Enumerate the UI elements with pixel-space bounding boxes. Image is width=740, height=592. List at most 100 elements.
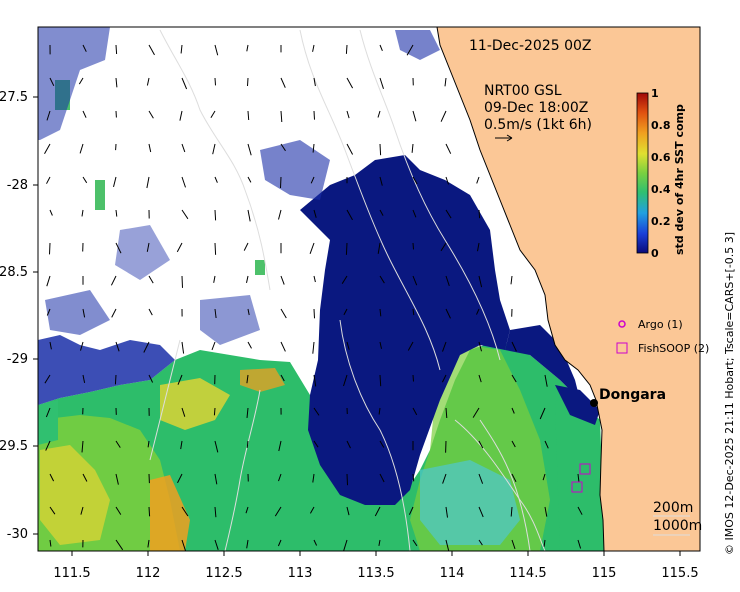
current-vector [511, 539, 516, 550]
current-vector [346, 143, 354, 155]
current-vector [147, 440, 150, 448]
current-vector [49, 341, 52, 350]
current-vector [346, 341, 350, 350]
current-vector [379, 209, 384, 216]
current-vector [246, 539, 249, 549]
current-vector [111, 308, 117, 318]
current-vector [213, 275, 216, 283]
legend: Argo (1) FishSOOP (2) [616, 318, 709, 355]
current-vector [444, 77, 447, 87]
current-vector [177, 374, 183, 385]
current-vector [213, 407, 216, 416]
current-vector [346, 209, 353, 221]
current-vector [309, 242, 315, 254]
current-vector [511, 473, 517, 483]
current-vector [146, 176, 150, 189]
current-vector [181, 275, 183, 288]
current-vector [577, 473, 580, 482]
x-axis: 111.5 112 112.5 113 113.5 114 114.5 115 … [53, 551, 699, 581]
depth-contour-label: 200m [653, 500, 693, 516]
current-vector [148, 308, 153, 316]
current-vector [543, 539, 546, 547]
dongara-marker-icon [590, 399, 598, 407]
current-vector [214, 440, 219, 453]
colorbar-tick-label: 0.2 [651, 215, 671, 228]
x-tick-label: 112.5 [205, 566, 242, 581]
fishsoop-legend-icon [616, 342, 628, 354]
current-vector [412, 110, 417, 122]
current-vector [544, 506, 548, 517]
current-vector [280, 176, 282, 189]
current-vector [442, 473, 447, 484]
current-vector [82, 44, 87, 52]
current-vector [115, 440, 121, 448]
current-vector [445, 539, 450, 551]
current-vector [379, 374, 382, 387]
current-vector [313, 209, 317, 218]
land-mass [436, 27, 700, 551]
bathymetry-contours [149, 29, 546, 551]
current-vector [346, 77, 354, 89]
y-axis: -27.5 -28 -28.5 -29 -29.5 -30 [0, 90, 38, 542]
colorbar: 0 0.2 0.4 0.6 0.8 1 std dev of 4hr SST c… [636, 87, 686, 260]
x-tick-label: 111.5 [53, 566, 90, 581]
current-vector [345, 242, 348, 255]
current-vector [245, 506, 249, 514]
town-label: Dongara [599, 387, 666, 403]
current-vector [49, 506, 56, 515]
current-vector [510, 275, 513, 285]
current-vector [379, 473, 385, 483]
y-tick-label: -27.5 [0, 90, 28, 105]
x-tick-label: 114 [440, 566, 465, 581]
current-vector [278, 440, 282, 452]
current-vector [246, 44, 249, 52]
current-vector [343, 308, 348, 316]
current-vector [247, 110, 250, 121]
current-vector [478, 374, 482, 383]
current-time-label: 09-Dec 18:00Z [484, 100, 588, 116]
current-vector [113, 176, 117, 188]
current-vector [82, 110, 87, 118]
current-vector [212, 143, 216, 155]
current-vector [379, 77, 384, 89]
x-tick-label: 115 [592, 566, 617, 581]
colorbar-ramp [636, 92, 649, 254]
fishsoop-marker-icon [571, 481, 583, 493]
y-tick-label: -28.5 [0, 265, 28, 280]
current-vector [278, 473, 282, 482]
current-vector [478, 539, 483, 546]
current-vector [143, 341, 150, 353]
current-vector [313, 539, 318, 546]
current-vector [148, 374, 154, 383]
current-vector [411, 143, 414, 153]
current-vector [346, 110, 350, 119]
current-vector [181, 209, 189, 220]
current-vector [181, 341, 185, 354]
current-vector [181, 176, 186, 188]
x-tick-label: 114.5 [509, 566, 546, 581]
current-vector [478, 275, 483, 288]
current-vector [214, 44, 219, 56]
current-vector [445, 407, 448, 419]
current-vector [45, 440, 51, 451]
current-vector [80, 506, 84, 515]
current-vector [445, 209, 452, 219]
current-vector [377, 242, 381, 254]
current-vector [78, 77, 84, 85]
current-vector [46, 275, 51, 287]
current-vector [246, 407, 249, 418]
current-vector [442, 341, 447, 352]
current-vector [441, 374, 447, 383]
current-vector [247, 308, 250, 316]
current-vector [246, 440, 249, 448]
current-vector [445, 176, 449, 185]
current-vector [374, 506, 381, 517]
current-vector [148, 506, 151, 517]
date-label: 11-Dec-2025 00Z [469, 38, 592, 54]
current-vector [176, 242, 183, 253]
current-vector [313, 407, 320, 416]
current-vector [472, 407, 480, 418]
current-vector [544, 374, 548, 387]
legend-fishsoop-label: FishSOOP (2) [638, 342, 709, 355]
current-vector [312, 143, 315, 153]
